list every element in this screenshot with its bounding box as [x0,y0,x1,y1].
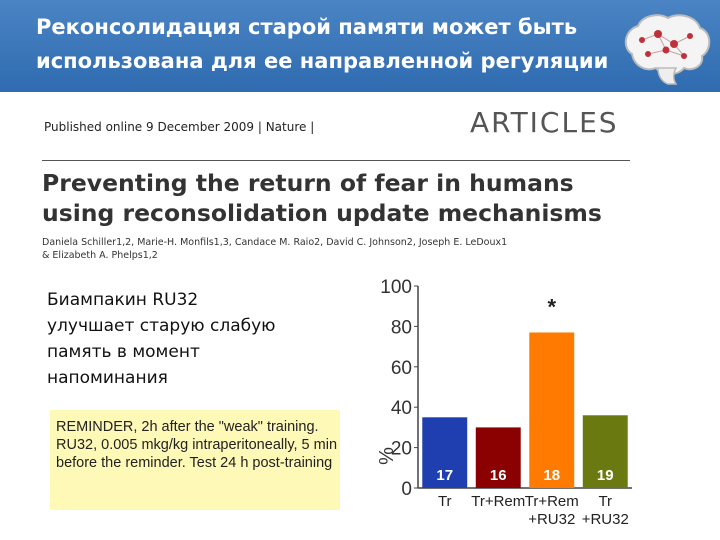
bar [475,427,521,488]
slide-title-line-1: Реконсолидация старой памяти может быть [36,15,578,39]
bar [582,415,628,488]
section-label: ARTICLES [470,106,619,139]
finding-line-3: память в момент [47,342,200,362]
protocol-note: REMINDER, 2h after the "weak" training. … [50,410,340,510]
x-tick-label: Tr+Rem [471,493,525,510]
x-tick-label: Tr [598,493,612,510]
y-tick-label: 20 [391,439,412,460]
author-list-line-2: & Elizabeth A. Phelps1,2 [42,250,158,261]
x-tick-label: Tr [438,493,452,510]
protocol-note-text: REMINDER, 2h after the "weak" training. … [56,419,338,471]
bar-data-label: 16 [490,467,507,484]
finding-line-1: Биампакин RU32 [47,290,199,310]
bar-chart: 020406080100%17Tr16Tr+Rem18Tr+Rem+RU32*1… [376,277,632,528]
paper-title: Preventing the return of fear in humans … [42,168,662,228]
y-tick-label: 80 [391,317,412,338]
bar-data-label: 18 [543,467,560,484]
finding-line-4: напоминания [47,368,168,388]
bar [422,417,468,488]
x-tick-label: +RU32 [528,511,575,528]
y-tick-label: 100 [380,277,412,298]
author-list: Daniela Schiller1,2, Marie-H. Monfils1,3… [42,236,642,262]
slide-title-line-2: использована для ее направленной регуляц… [36,49,609,73]
paper-title-line-2: using reconsolidation update mechanisms [42,199,602,227]
y-tick-label: 60 [391,358,412,379]
paper-title-line-1: Preventing the return of fear in humans [42,169,574,197]
finding-text: Биампакин RU32 улучшает старую слабую па… [47,287,337,391]
slide-title: Реконсолидация старой памяти может быть … [36,10,616,78]
x-tick-label: Tr+Rem [525,493,579,510]
publication-info: Published online 9 December 2009 | Natur… [44,120,315,134]
title-banner: Реконсолидация старой памяти может быть … [0,0,720,92]
author-list-line-1: Daniela Schiller1,2, Marie-H. Monfils1,3… [42,237,508,248]
bar-data-label: 19 [597,467,614,484]
divider [42,160,630,161]
y-tick-label: 40 [391,398,412,419]
brain-icon [624,14,711,85]
y-axis-label: % [376,447,398,465]
bar-data-label: 17 [436,467,453,484]
finding-line-2: улучшает старую слабую [47,316,276,336]
y-tick-label: 0 [401,479,412,500]
x-tick-label: +RU32 [582,511,629,528]
significance-annotation: * [547,294,556,319]
bar [529,332,575,488]
